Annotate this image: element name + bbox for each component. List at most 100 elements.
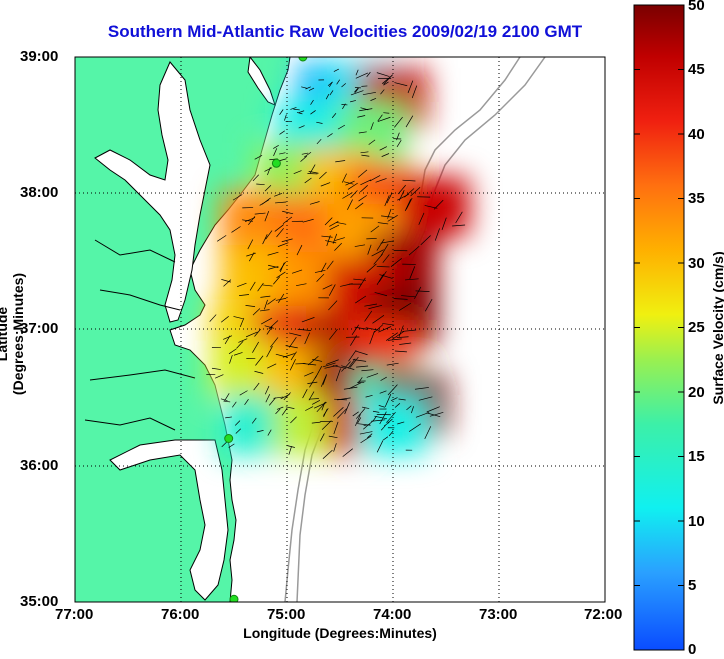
velocity-vector <box>279 130 285 135</box>
velocity-vector <box>333 68 340 72</box>
velocity-vector <box>349 356 359 368</box>
velocity-vector <box>424 205 438 209</box>
velocity-vector <box>348 382 362 389</box>
colorbar-tick-label: 40 <box>688 126 705 143</box>
colorbar-tick-marks <box>634 69 684 586</box>
velocity-vector <box>305 406 314 411</box>
velocity-vector <box>362 406 370 409</box>
velocity-vector <box>268 320 279 330</box>
velocity-vector <box>376 273 384 286</box>
velocity-vector <box>232 401 237 408</box>
velocity-vector <box>369 330 375 345</box>
velocity-vector <box>350 90 364 96</box>
velocity-vector <box>368 139 376 145</box>
velocity-vector <box>394 350 407 353</box>
velocity-vector <box>264 167 273 172</box>
velocity-vector <box>282 353 295 358</box>
colorbar-tick-label: 30 <box>688 255 705 272</box>
radar-station-marker <box>298 57 308 62</box>
velocity-vector <box>302 389 308 399</box>
velocity-vector <box>382 254 390 263</box>
velocity-vector <box>424 298 433 312</box>
velocity-vector <box>311 421 321 424</box>
velocity-vector <box>452 224 466 227</box>
velocity-vector <box>209 314 217 322</box>
velocity-vector <box>249 281 256 291</box>
velocity-vector <box>301 86 307 89</box>
velocity-vector <box>384 393 392 407</box>
velocity-vector <box>335 160 346 163</box>
velocity-vector <box>296 112 303 115</box>
velocity-vector <box>282 216 293 225</box>
velocity-vector <box>382 436 389 441</box>
colorbar-tick-label: 10 <box>688 513 705 530</box>
delaware-bay <box>247 57 276 106</box>
velocity-vector <box>398 325 404 337</box>
velocity-vector <box>304 177 312 184</box>
velocity-vector <box>366 71 371 78</box>
stations <box>224 57 308 602</box>
velocity-vector <box>351 324 359 335</box>
velocity-vector <box>335 221 347 225</box>
colorbar-tick-label: 45 <box>688 61 705 78</box>
velocity-vector <box>327 81 333 87</box>
velocity-vector <box>308 391 315 401</box>
velocity-vector <box>285 345 298 349</box>
velocity-vector <box>363 423 370 427</box>
velocity-vector <box>383 112 390 114</box>
velocity-vector <box>332 233 338 244</box>
velocity-vector <box>281 238 293 243</box>
velocity-vector <box>455 211 463 224</box>
velocity-vector <box>359 431 373 435</box>
velocity-vector <box>367 433 373 439</box>
velocity-vector <box>267 429 272 436</box>
velocity-vector <box>360 151 369 154</box>
velocity-vector <box>379 274 393 279</box>
velocity-vector <box>390 397 398 402</box>
velocity-vector <box>392 331 405 340</box>
velocity-vector <box>320 262 327 273</box>
velocity-vector <box>290 351 297 361</box>
velocity-vector <box>399 342 412 345</box>
velocity-vector <box>235 428 242 434</box>
velocity-vector <box>304 332 311 345</box>
velocity-vector <box>314 269 326 273</box>
velocity-vector <box>360 185 368 193</box>
velocity-vector <box>357 115 366 118</box>
velocity-vector <box>268 264 279 268</box>
velocity-vector <box>266 346 273 358</box>
velocity-vector <box>361 154 370 157</box>
velocity-vector <box>355 414 361 426</box>
velocity-vector <box>233 316 243 320</box>
velocity-vector <box>414 286 422 300</box>
velocity-vector <box>236 340 244 349</box>
velocity-vector <box>326 260 334 270</box>
y-tick-label: 37:00 <box>20 320 59 337</box>
velocity-vector <box>231 226 241 233</box>
x-tick-label: 74:00 <box>373 606 412 623</box>
velocity-vector <box>279 152 286 155</box>
velocity-vector <box>291 269 303 274</box>
x-tick-label: 72:00 <box>584 606 623 623</box>
velocity-vector <box>355 350 368 356</box>
velocity-vector <box>334 242 342 251</box>
velocity-vector <box>342 192 353 199</box>
velocity-vector <box>371 249 384 257</box>
velocity-vector <box>327 133 333 138</box>
velocity-vector <box>402 179 416 182</box>
velocity-vector <box>300 155 308 162</box>
velocity-vector <box>305 86 311 90</box>
velocity-vector <box>360 179 372 186</box>
velocity-vector <box>254 328 261 337</box>
velocity-vector <box>374 292 388 297</box>
velocity-vector <box>415 290 430 292</box>
velocity-vector <box>333 443 337 452</box>
velocity-vector <box>239 317 245 328</box>
velocity-vector <box>370 225 380 233</box>
velocity-vector <box>348 349 357 362</box>
velocity-vector <box>343 181 354 185</box>
velocity-vector <box>260 317 273 325</box>
velocity-vector <box>257 282 264 292</box>
velocity-vector <box>304 371 314 377</box>
colorbar-tick-label: 0 <box>688 641 697 658</box>
